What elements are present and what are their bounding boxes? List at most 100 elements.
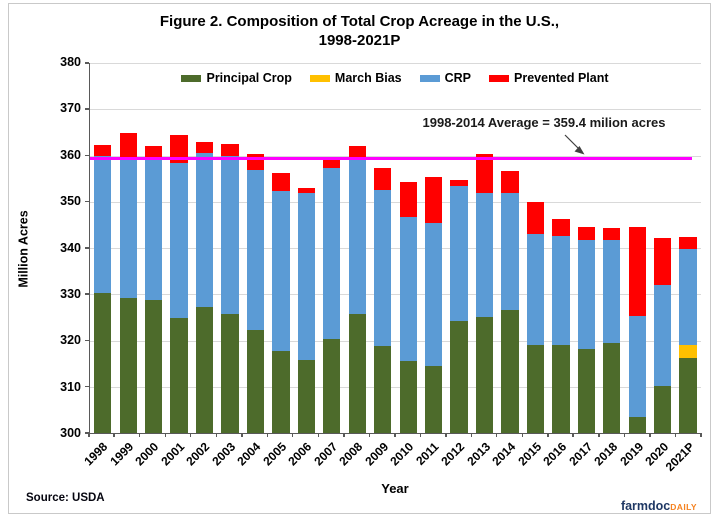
bar-segment-principal-crop xyxy=(654,386,672,433)
bar-slot-2006 xyxy=(294,63,319,433)
bar-segment-prevented-plant xyxy=(94,145,112,156)
bar-segment-principal-crop xyxy=(246,329,265,433)
bar-segment-crp xyxy=(679,248,697,346)
annotation-arrow-icon xyxy=(564,134,585,155)
bar-slot-2002 xyxy=(192,63,217,433)
legend-label: Prevented Plant xyxy=(514,71,609,85)
x-tick-label: 1998 xyxy=(81,439,111,469)
bar-segment-prevented-plant xyxy=(552,219,570,236)
bar-segment-prevented-plant xyxy=(119,133,137,159)
y-tick xyxy=(85,247,89,249)
bar-segment-prevented-plant xyxy=(475,153,494,194)
gridline xyxy=(90,109,701,111)
bar-2006 xyxy=(297,63,316,433)
bar-slot-2009 xyxy=(370,63,395,433)
bar-slot-2007 xyxy=(319,63,344,433)
bar-segment-crp xyxy=(246,169,265,330)
bar-segment-principal-crop xyxy=(450,320,468,433)
y-tick xyxy=(85,339,89,341)
figure-frame: Figure 2. Composition of Total Crop Acre… xyxy=(8,3,711,514)
bar-2021P xyxy=(679,63,697,433)
bar-2012 xyxy=(450,63,468,433)
bar-segment-crp xyxy=(424,223,443,367)
bar-segment-crp xyxy=(144,157,163,300)
y-tick xyxy=(85,293,89,295)
gridline xyxy=(90,63,701,64)
bar-segment-crp xyxy=(272,190,290,352)
plot-area xyxy=(85,62,701,434)
bar-segment-crp xyxy=(374,190,392,346)
bar-segment-crp xyxy=(399,216,417,362)
gridline xyxy=(90,248,701,249)
bar-slot-2010 xyxy=(395,63,420,433)
x-tick xyxy=(547,433,549,437)
bar-segment-principal-crop xyxy=(272,351,290,433)
bar-segment-prevented-plant xyxy=(603,228,621,240)
bar-2004 xyxy=(246,63,265,433)
bar-2002 xyxy=(195,63,214,433)
bar-1998 xyxy=(94,63,112,433)
bar-slot-2014 xyxy=(497,63,522,433)
gridline xyxy=(90,340,701,342)
bar-2005 xyxy=(272,63,290,433)
bar-segment-principal-crop xyxy=(297,360,316,433)
gridline xyxy=(90,386,701,388)
y-tick xyxy=(85,154,89,156)
bar-segment-prevented-plant xyxy=(144,146,163,158)
legend-label: Principal Crop xyxy=(206,71,292,85)
bar-segment-prevented-plant xyxy=(501,171,519,193)
x-tick xyxy=(623,433,625,437)
bar-segment-principal-crop xyxy=(399,361,417,433)
x-tick xyxy=(598,433,600,437)
x-tick xyxy=(88,433,90,437)
x-tick xyxy=(189,433,192,437)
x-tick xyxy=(266,433,268,437)
x-tick xyxy=(113,433,115,437)
bar-slot-1999 xyxy=(115,63,140,433)
bar-segment-prevented-plant xyxy=(221,143,239,156)
x-tick xyxy=(368,433,370,437)
average-reference-line xyxy=(90,157,692,160)
x-tick xyxy=(138,433,141,437)
y-tick-label: 350 xyxy=(60,194,81,209)
bar-segment-crp xyxy=(195,152,214,307)
bar-segment-principal-crop xyxy=(170,317,188,433)
bar-slot-2017 xyxy=(574,63,599,433)
bar-segment-principal-crop xyxy=(94,293,112,433)
bar-segment-crp xyxy=(323,168,341,339)
bars-container xyxy=(90,63,701,433)
brand-suffix: DAILY xyxy=(670,502,697,512)
bar-segment-principal-crop xyxy=(526,345,545,433)
legend-label: March Bias xyxy=(334,71,402,85)
x-tick xyxy=(674,433,676,437)
bar-2003 xyxy=(221,63,239,433)
bar-slot-2013 xyxy=(472,63,497,433)
source-note: Source: USDA xyxy=(26,492,105,504)
bar-segment-principal-crop xyxy=(221,314,239,433)
bar-segment-crp xyxy=(654,284,672,387)
bar-slot-2000 xyxy=(141,63,166,433)
bar-segment-prevented-plant xyxy=(195,141,214,153)
chart-legend: Principal Crop March Bias CRP Prevented Pla… xyxy=(89,71,701,85)
legend-swatch-icon xyxy=(309,74,330,82)
bar-slot-2019 xyxy=(625,63,650,433)
bar-slot-2005 xyxy=(268,63,293,433)
y-tick-label: 320 xyxy=(60,333,81,348)
x-tick xyxy=(419,433,421,437)
bar-2013 xyxy=(475,63,494,433)
bar-segment-principal-crop xyxy=(679,357,697,433)
bar-segment-principal-crop xyxy=(144,299,163,433)
bar-segment-principal-crop xyxy=(374,345,392,433)
y-tick-label: 380 xyxy=(60,55,81,69)
bar-segment-principal-crop xyxy=(119,297,137,433)
bar-slot-1998 xyxy=(90,63,115,433)
bar-2014 xyxy=(501,63,519,433)
bar-2018 xyxy=(603,63,621,433)
bar-slot-2021P xyxy=(675,63,700,433)
y-tick-label: 330 xyxy=(60,286,81,301)
x-tick xyxy=(241,433,243,437)
legend-item-principal-crop: Principal Crop xyxy=(181,71,292,85)
bar-segment-prevented-plant xyxy=(374,168,392,191)
bar-segment-prevented-plant xyxy=(297,187,316,194)
bar-segment-prevented-plant xyxy=(399,182,417,217)
